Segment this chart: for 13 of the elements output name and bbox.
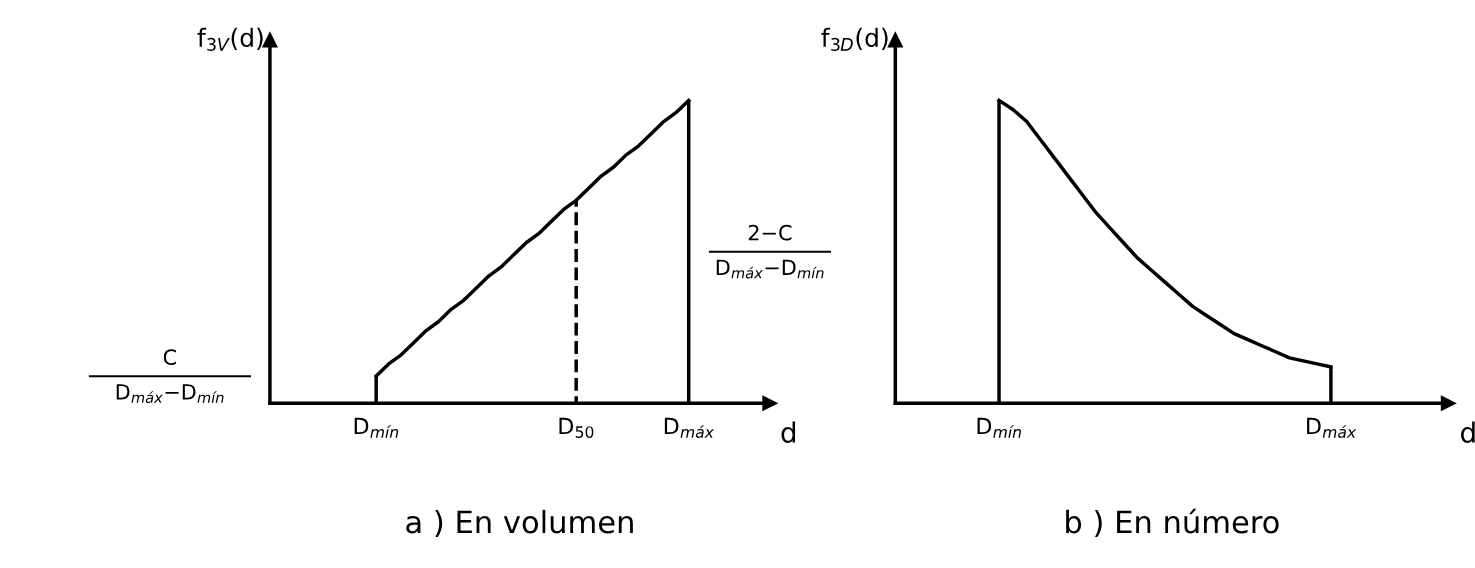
x-axis-title: d (781, 421, 796, 443)
text: 2−C D$_{máx}$−D$_{mín}$ (716, 224, 824, 279)
x-tick-label: D$_{máx}$ (664, 417, 715, 438)
x-axis-title: d (1461, 421, 1475, 443)
text: b ) En número (1066, 508, 1279, 538)
y-axis-title: f$_{3D}$(d) (821, 27, 888, 51)
x-tick-label: D$_{máx}$ (1307, 417, 1357, 438)
x-tick-label: D$_{mín}$ (354, 417, 399, 438)
x-tick-label: D$_{50}$ (559, 417, 594, 438)
text: a ) En volumen (406, 509, 633, 538)
text: C D$_{máx}$−D$_{mín}$ (116, 349, 224, 404)
x-tick-label: D$_{mín}$ (977, 417, 1021, 438)
y-axis-title: f$_{3V}$(d) (197, 27, 263, 51)
